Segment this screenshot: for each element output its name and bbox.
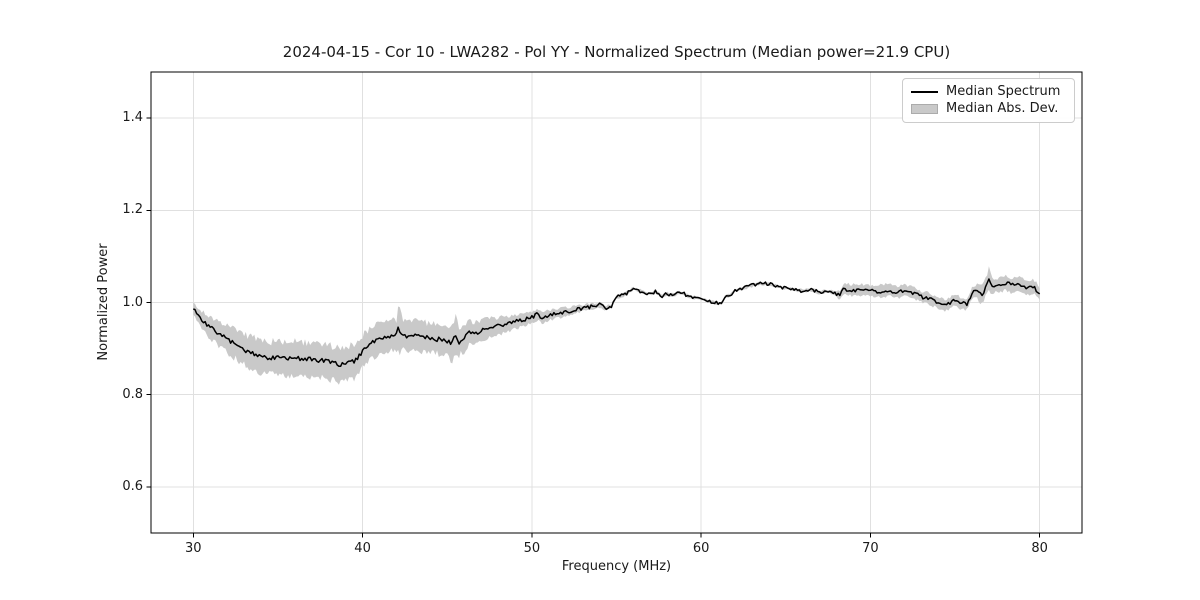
x-tick-label: 70 xyxy=(862,541,879,556)
legend-row-median-abs-dev: Median Abs. Dev. xyxy=(911,101,1066,118)
x-tick-label: 40 xyxy=(354,541,371,556)
legend-label-median-abs-dev: Median Abs. Dev. xyxy=(946,100,1059,116)
median-spectrum-line-sample xyxy=(911,91,938,94)
median-line xyxy=(193,278,1041,368)
y-tick-label: 1.0 xyxy=(122,294,143,310)
x-tick-label: 50 xyxy=(523,541,541,556)
axes-frame xyxy=(150,71,1083,534)
y-tick-label: 1.2 xyxy=(122,202,143,218)
chart-title: 2024-04-15 - Cor 10 - LWA282 - Pol YY - … xyxy=(282,43,951,61)
median-abs-dev-patch-sample xyxy=(911,103,938,114)
x-tick-label: 80 xyxy=(1031,541,1048,556)
legend: Median Spectrum Median Abs. Dev. xyxy=(902,78,1075,123)
x-tick-label: 60 xyxy=(692,541,710,556)
legend-row-median-spectrum: Median Spectrum xyxy=(911,84,1066,101)
x-tick-label: 30 xyxy=(185,541,202,556)
x-axis-label: Frequency (MHz) xyxy=(561,559,672,574)
y-tick-label: 0.6 xyxy=(122,478,143,494)
mad-band xyxy=(193,266,1040,385)
legend-label-median-spectrum: Median Spectrum xyxy=(946,84,1061,100)
y-tick-label: 1.4 xyxy=(122,110,143,126)
y-tick-label: 0.8 xyxy=(122,386,143,402)
